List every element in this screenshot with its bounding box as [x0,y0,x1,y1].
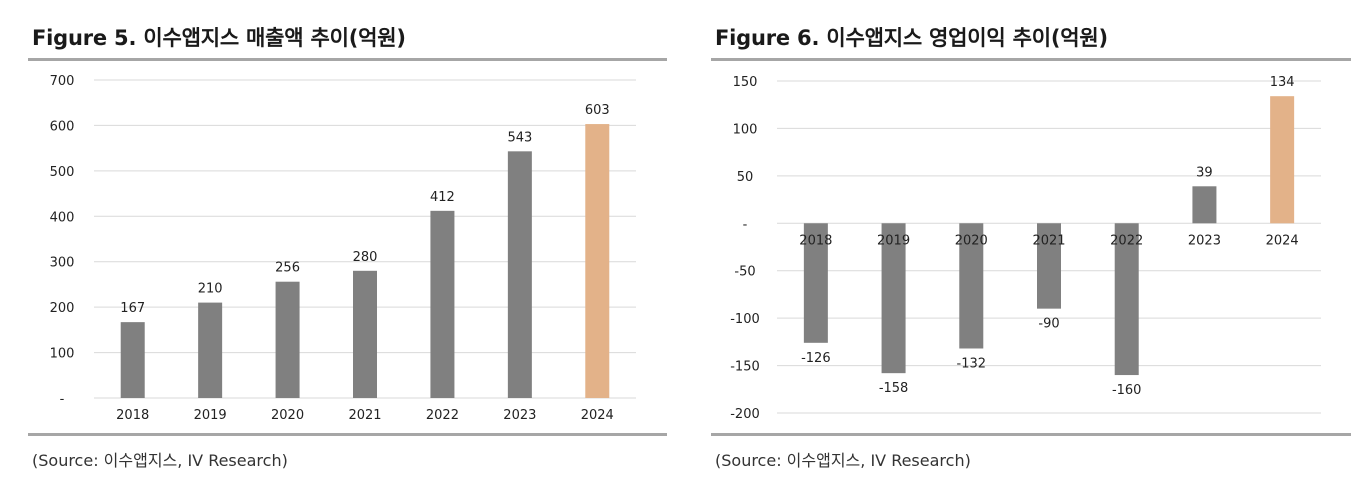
data-label: -132 [957,356,987,371]
revenue-panel: Figure 5. 이수앱지스 매출액 추이(억원) - 100 200 300 400… [28,0,667,490]
y-tick-label: 300 [50,256,75,271]
y-tick-label: 100 [50,347,75,362]
y-tick-label: -200 [730,407,760,422]
revenue-chart-title: Figure 5. 이수앱지스 매출액 추이(억원) [32,26,406,50]
bar [275,281,300,398]
y-tick-label: -100 [730,312,760,327]
bar [120,322,145,398]
x-tick-label: 2021 [1032,233,1065,248]
y-tick-label: 150 [733,75,758,90]
bar [507,151,532,398]
y-tick-label: -50 [734,265,755,280]
y-tick-label: 500 [50,165,75,180]
bottom-divider [28,433,667,436]
x-tick-label: 2024 [581,408,614,423]
bar [881,223,906,374]
bottom-divider [711,433,1351,436]
data-label: 134 [1270,75,1295,90]
data-label: 412 [430,190,455,205]
operating-profit-chart-title: Figure 6. 이수앱지스 영업이익 추이(억원) [715,26,1108,50]
data-label: 603 [585,103,610,118]
operating-profit-source-note: (Source: 이수앱지스, IV Research) [715,451,971,470]
data-label: 39 [1196,165,1213,180]
data-label: 280 [353,250,378,265]
data-label: 256 [275,261,300,276]
bar [1270,96,1295,224]
x-tick-label: 2019 [877,233,910,248]
y-tick-label: - [743,217,748,232]
y-tick-label: 400 [50,210,75,225]
x-tick-label: 2018 [799,233,832,248]
y-tick-label: 700 [50,74,75,89]
bar [1114,223,1139,376]
bar [198,302,223,398]
x-tick-label: 2021 [348,408,381,423]
y-tick-label: - [60,392,65,407]
x-tick-label: 2023 [1188,233,1221,248]
bar [803,223,828,343]
x-tick-label: 2019 [194,408,227,423]
data-label: 210 [198,282,223,297]
x-tick-label: 2018 [116,408,149,423]
bar [585,124,610,399]
bar [1037,223,1061,309]
bar [353,270,377,398]
y-tick-label: 50 [737,170,754,185]
y-tick-label: 600 [50,119,75,134]
data-label: -158 [879,381,909,396]
y-tick-label: 200 [50,301,75,316]
x-tick-label: 2022 [1110,233,1143,248]
operating-profit-panel: Figure 6. 이수앱지스 영업이익 추이(억원) -200 -150 -100… [711,0,1351,490]
data-label: -126 [801,351,831,366]
bar [430,210,455,398]
data-label: -160 [1112,383,1142,398]
bar [959,223,984,349]
revenue-source-note: (Source: 이수앱지스, IV Research) [32,451,288,470]
y-tick-label: 100 [733,122,758,137]
bar [1192,186,1217,224]
data-label: 167 [120,301,145,316]
top-divider [711,58,1351,61]
x-tick-label: 2020 [955,233,988,248]
data-label: 543 [507,130,532,145]
y-tick-label: -150 [730,360,760,375]
operating-profit-chart: -200-150-100-50-50100150-1262018-1582019… [730,75,1321,422]
top-divider [28,58,667,61]
revenue-chart: - 100 200 300 400 500 600 700 167 2018 210 2019 256 2… [50,74,636,423]
x-tick-label: 2020 [271,408,304,423]
x-tick-label: 2023 [503,408,536,423]
x-tick-label: 2022 [426,408,459,423]
x-tick-label: 2024 [1266,233,1299,248]
data-label: -90 [1038,317,1059,332]
